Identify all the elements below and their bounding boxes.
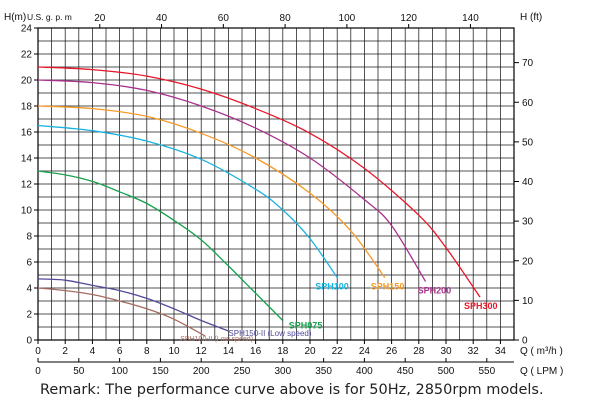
bottom-tick-label-m3h: 28 <box>413 346 425 357</box>
bottom-axis-title-m3h: Q ( m³/h ) <box>520 346 563 357</box>
left-tick-label: 22 <box>21 50 33 61</box>
top-tick-label: 100 <box>339 13 356 24</box>
left-axis-title: H(m) <box>4 12 26 23</box>
bottom-tick-label-m3h: 34 <box>495 346 507 357</box>
bottom-tick-label-m3h: 14 <box>223 346 235 357</box>
right-tick-label: 10 <box>522 296 534 307</box>
bottom-tick-label-m3h: 18 <box>277 346 289 357</box>
bottom-tick-label-lpm: 300 <box>274 366 291 377</box>
top-tick-label: 140 <box>462 13 479 24</box>
bottom-tick-label-m3h: 8 <box>144 346 150 357</box>
series-label-sph300: SPH300 <box>464 301 498 311</box>
top-tick-label: 20 <box>94 13 106 24</box>
left-tick-label: 16 <box>21 128 33 139</box>
left-tick-label: 12 <box>21 180 33 191</box>
left-tick-label: 14 <box>21 154 33 165</box>
left-tick-label: 8 <box>26 232 32 243</box>
bottom-tick-label-m3h: 10 <box>168 346 180 357</box>
top-tick-label: 120 <box>400 13 417 24</box>
bottom-tick-label-m3h: 2 <box>62 346 68 357</box>
left-tick-label: 24 <box>21 24 33 35</box>
bottom-tick-label-lpm: 50 <box>73 366 85 377</box>
right-tick-label: 40 <box>522 177 534 188</box>
series-label-sph150: SPH150 <box>371 282 405 292</box>
remark-text: Remark: The performance curve above is f… <box>40 382 544 398</box>
bottom-tick-label-m3h: 32 <box>468 346 480 357</box>
curve-sph100 <box>37 124 338 278</box>
bottom-tick-label-m3h: 22 <box>332 346 344 357</box>
series-label-sph150-ii-low-speed: SPH150-II (Low speed) <box>228 329 311 338</box>
right-axis-title: H (ft) <box>520 12 542 23</box>
bottom-tick-label-lpm: 400 <box>356 366 373 377</box>
left-tick-label: 18 <box>21 102 33 113</box>
bottom-tick-label-m3h: 16 <box>250 346 262 357</box>
curve-sph300 <box>37 66 481 298</box>
right-tick-label: 60 <box>522 98 534 109</box>
bottom-tick-label-lpm: 0 <box>35 366 41 377</box>
left-tick-label: 4 <box>26 284 32 295</box>
bottom-tick-label-lpm: 350 <box>315 366 332 377</box>
bottom-tick-label-lpm: 250 <box>234 366 251 377</box>
bottom-tick-label-m3h: 4 <box>90 346 96 357</box>
left-tick-label: 0 <box>26 336 32 347</box>
series-label-sph200: SPH200 <box>418 286 452 296</box>
right-tick-label: 0 <box>522 336 528 347</box>
bottom-tick-label-lpm: 100 <box>111 366 128 377</box>
left-tick-label: 2 <box>26 310 32 321</box>
series-label-sph075: SPH075 <box>289 321 323 331</box>
top-axis-title: U.S. g. p. m <box>27 12 72 22</box>
bottom-tick-label-m3h: 20 <box>304 346 316 357</box>
bottom-tick-label-lpm: 200 <box>193 366 210 377</box>
bottom-tick-label-m3h: 0 <box>35 346 41 357</box>
bottom-tick-label-lpm: 550 <box>478 366 495 377</box>
curve-sph075 <box>37 170 284 321</box>
bottom-tick-label-m3h: 24 <box>359 346 371 357</box>
curve-sph200 <box>37 79 427 282</box>
bottom-tick-label-m3h: 26 <box>386 346 398 357</box>
curve-sph150-ii-low-speed <box>37 278 229 332</box>
curve-sph150 <box>37 105 386 278</box>
bottom-tick-label-lpm: 450 <box>397 366 414 377</box>
right-tick-label: 70 <box>522 58 534 69</box>
series-label-sph100-ii-low-speed: SPH100-II (Low speed) <box>180 336 253 343</box>
series-label-sph100: SPH100 <box>315 282 349 292</box>
bottom-tick-label-lpm: 500 <box>438 366 455 377</box>
bottom-tick-label-m3h: 6 <box>117 346 123 357</box>
top-tick-label: 80 <box>280 13 292 24</box>
top-tick-label: 40 <box>156 13 168 24</box>
right-tick-label: 20 <box>522 256 534 267</box>
left-tick-label: 10 <box>21 206 33 217</box>
bottom-axis-title-lpm: Q ( LPM ) <box>520 366 563 377</box>
right-tick-label: 50 <box>522 137 534 148</box>
left-tick-label: 6 <box>26 258 32 269</box>
curve-sph100-ii-low-speed <box>37 287 206 337</box>
right-tick-label: 30 <box>522 217 534 228</box>
bottom-tick-label-m3h: 30 <box>440 346 452 357</box>
left-tick-label: 20 <box>21 76 33 87</box>
top-tick-label: 60 <box>218 13 230 24</box>
bottom-tick-label-m3h: 12 <box>196 346 208 357</box>
bottom-tick-label-lpm: 150 <box>152 366 169 377</box>
